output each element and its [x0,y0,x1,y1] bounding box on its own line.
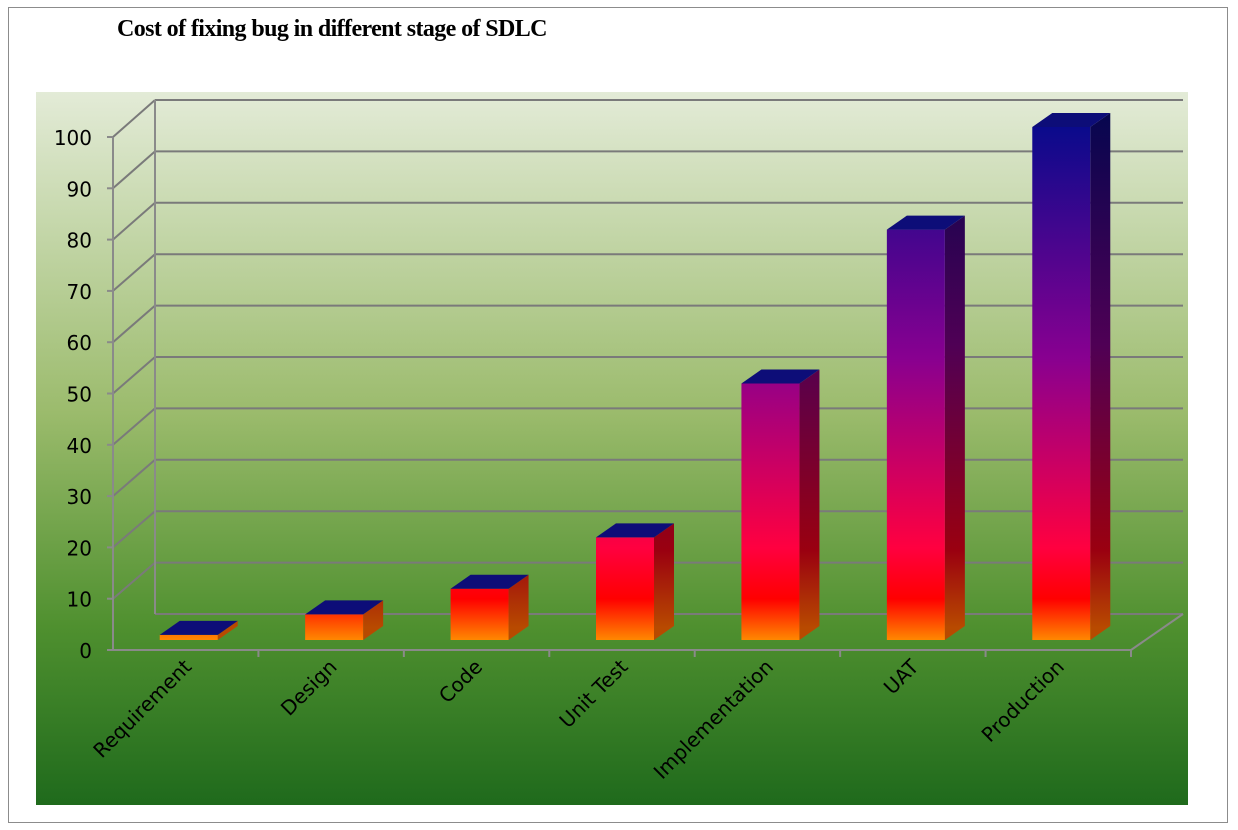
bar-side [508,574,529,640]
bar-side [217,620,238,640]
bar-side [654,523,674,640]
bar-side [363,600,384,640]
bar [159,634,218,640]
side-gridline [112,253,156,292]
bar-top [741,369,820,384]
side-gridline [112,407,156,446]
side-gridline [112,304,156,343]
bar [741,383,800,640]
bar [596,537,654,640]
bar-top [596,523,674,538]
y-tick-label: 10 [67,588,92,612]
bar-top [1032,113,1111,127]
side-gridline [112,459,156,497]
bar [1032,127,1091,640]
y-tick-label: 100 [54,126,92,150]
side-gridline [112,150,156,190]
y-tick-label: 50 [67,383,92,407]
side-gridline [112,356,156,395]
bar-top [305,600,384,615]
bar-top [450,574,529,589]
bar-side [1090,113,1111,640]
floor-edge [1130,613,1184,651]
axes [107,100,1184,657]
bar-side [799,369,820,640]
bar [886,229,945,640]
y-tick-label: 40 [67,434,92,458]
y-tick-label: 60 [67,331,92,355]
bars [159,113,1111,640]
y-tick-label: 0 [79,639,92,663]
y-tick-label: 20 [67,536,92,560]
side-gridline [112,510,156,549]
y-tick-label: 30 [67,485,92,509]
side-gridline [112,99,156,138]
side-gridline [112,202,156,241]
bar-top [159,620,238,635]
chart-title: Cost of fixing bug in different stage of… [117,16,548,42]
bar-top [886,215,965,230]
bar [305,614,364,640]
plot-background [36,92,1188,805]
y-tick-label: 90 [67,177,92,201]
bar-side [944,215,965,640]
y-tick-label: 80 [67,229,92,253]
bar [450,588,509,640]
y-tick-label: 70 [67,280,92,304]
side-gridline [112,561,156,600]
